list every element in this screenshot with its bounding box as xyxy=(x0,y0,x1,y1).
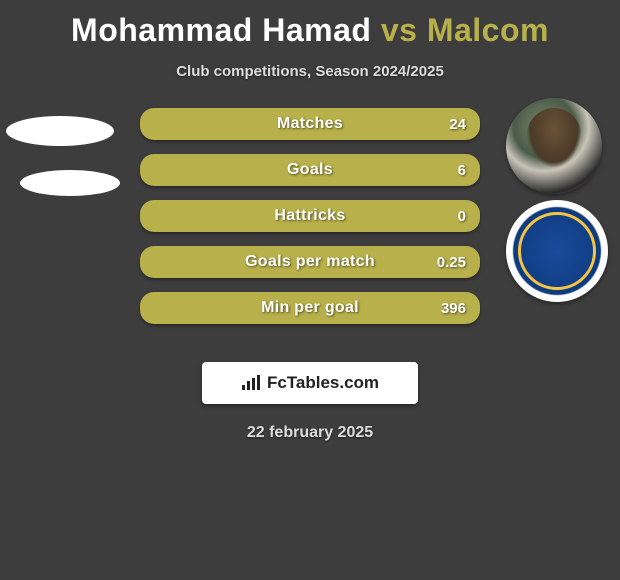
stat-value: 0.25 xyxy=(437,254,466,271)
stat-label: Goals xyxy=(287,161,333,179)
stat-label: Min per goal xyxy=(261,299,359,317)
stat-label: Goals per match xyxy=(245,253,375,271)
stat-row-goals-per-match: Goals per match 0.25 xyxy=(140,246,480,278)
stat-value: 24 xyxy=(449,116,466,133)
stat-label: Hattricks xyxy=(274,207,345,225)
ellipse-decor xyxy=(6,116,114,146)
brand-badge: FcTables.com xyxy=(202,362,418,404)
bar-chart-icon xyxy=(241,375,261,396)
stat-value: 0 xyxy=(458,208,466,225)
vs-label: vs xyxy=(381,12,418,48)
stat-row-min-per-goal: Min per goal 396 xyxy=(140,292,480,324)
club-badge xyxy=(506,200,608,302)
stat-bars: Matches 24 Goals 6 Hattricks 0 Goals per… xyxy=(140,108,480,338)
stat-value: 6 xyxy=(458,162,466,179)
stat-row-goals: Goals 6 xyxy=(140,154,480,186)
stat-row-hattricks: Hattricks 0 xyxy=(140,200,480,232)
player2-name: Malcom xyxy=(427,12,549,48)
player-photo xyxy=(506,98,602,194)
subtitle: Club competitions, Season 2024/2025 xyxy=(0,63,620,80)
stat-row-matches: Matches 24 xyxy=(140,108,480,140)
player1-name: Mohammad Hamad xyxy=(71,12,371,48)
ellipse-decor xyxy=(20,170,120,196)
stat-value: 396 xyxy=(441,300,466,317)
stat-label: Matches xyxy=(277,115,343,133)
stats-panel: Matches 24 Goals 6 Hattricks 0 Goals per… xyxy=(0,108,620,348)
comparison-title: Mohammad Hamad vs Malcom xyxy=(0,0,620,49)
footer-date: 22 february 2025 xyxy=(0,424,620,442)
brand-text: FcTables.com xyxy=(267,373,379,393)
